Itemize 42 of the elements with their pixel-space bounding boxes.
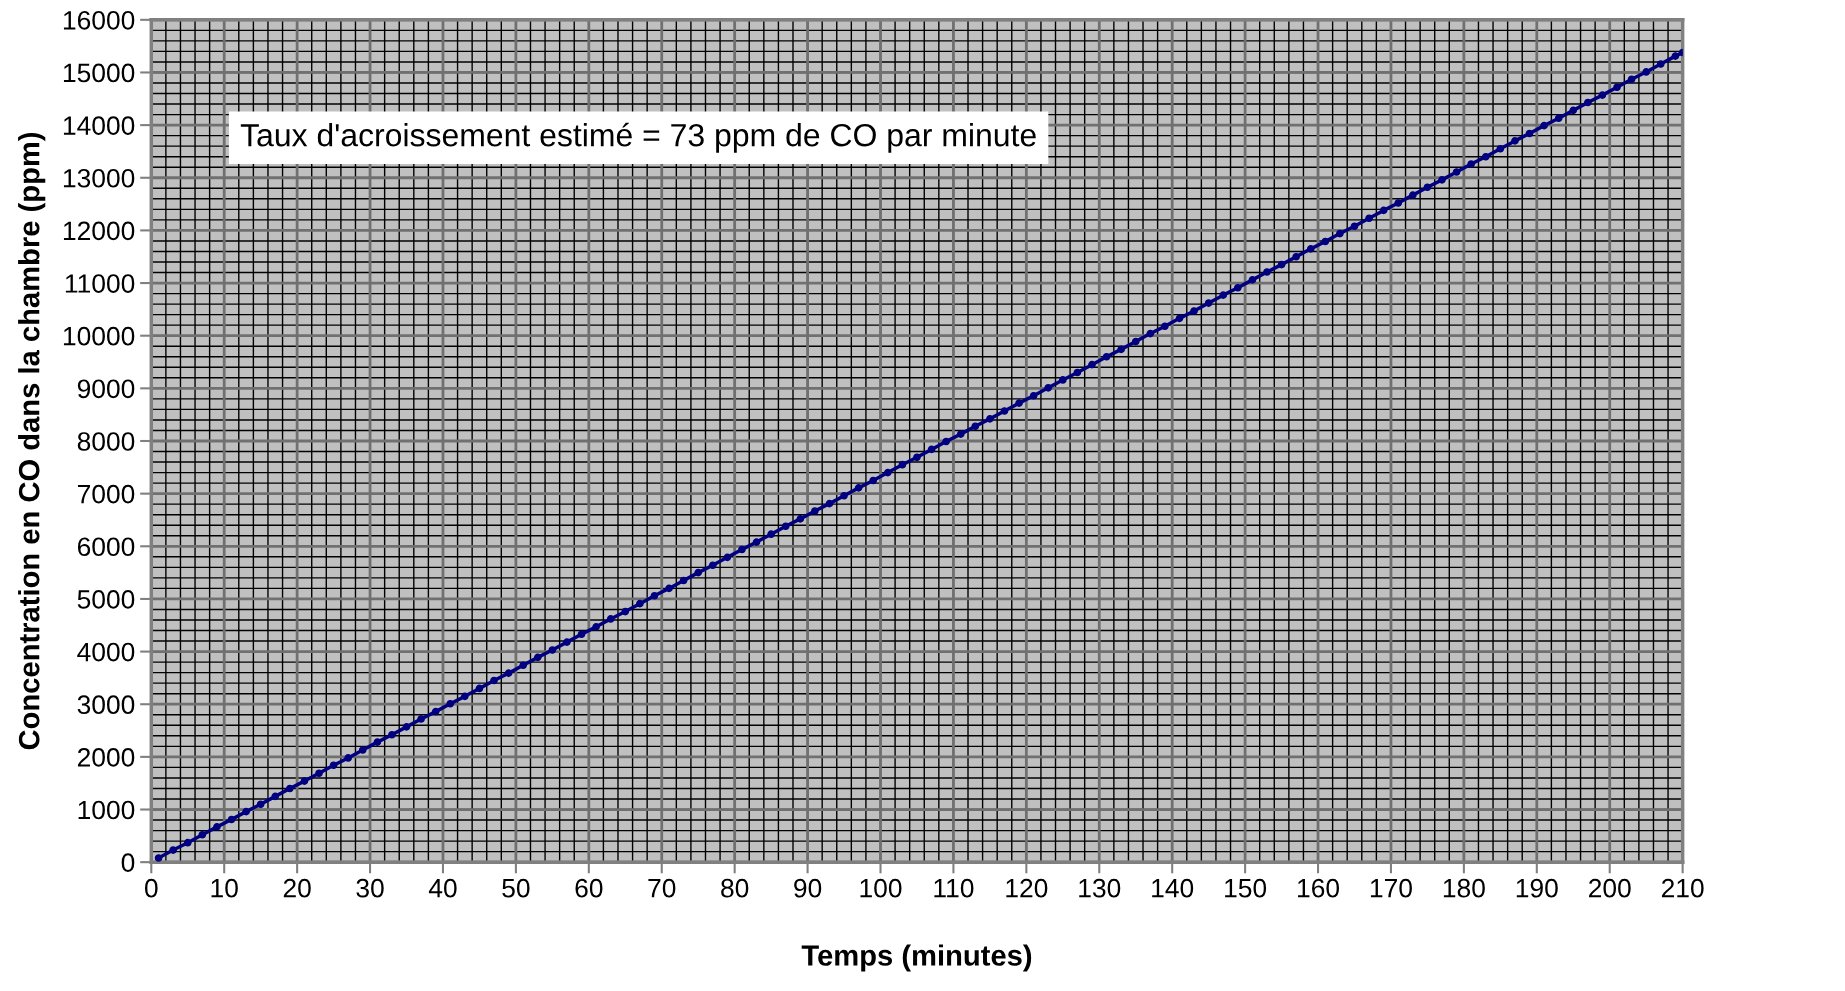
y-tick-label: 15000	[63, 63, 135, 83]
x-tick-label: 120	[1006, 878, 1048, 898]
y-tick-label: 12000	[63, 221, 135, 241]
x-tick-label: 160	[1298, 878, 1340, 898]
x-tick-label: 20	[283, 878, 311, 898]
x-tick-label: 30	[356, 878, 384, 898]
x-tick-label: 180	[1443, 878, 1485, 898]
y-tick-label: 6000	[77, 537, 135, 557]
x-tick-label: 50	[502, 878, 530, 898]
y-tick-label: 13000	[63, 168, 135, 188]
y-tick-label: 8000	[77, 432, 135, 451]
x-tick-label: 130	[1079, 878, 1121, 898]
y-tick-label: 9000	[77, 379, 135, 399]
x-axis-title: Temps (minutes)	[801, 944, 1032, 972]
y-axis-title: Concentration en CO dans la chambre (ppm)	[18, 132, 46, 750]
y-tick-label: 0	[121, 853, 135, 872]
x-tick-label: 170	[1370, 878, 1412, 898]
y-tick-label: 1000	[78, 800, 135, 820]
y-tick-label: 10000	[63, 326, 135, 346]
x-tick-label: 60	[575, 878, 603, 898]
x-tick-label: 0	[144, 878, 158, 898]
y-tick-label: 16000	[63, 10, 135, 30]
y-tick-label: 14000	[63, 116, 135, 135]
y-tick-label: 2000	[77, 748, 135, 767]
x-tick-label: 40	[428, 878, 457, 898]
y-tick-label: 3000	[77, 695, 135, 715]
y-tick-label: 5000	[77, 590, 135, 609]
y-tick-label: 11000	[65, 274, 135, 293]
y-tick-label: 4000	[77, 642, 135, 662]
x-tick-label: 150	[1225, 878, 1267, 898]
x-tick-label: 190	[1516, 878, 1558, 898]
x-tick-label: 80	[721, 878, 749, 898]
x-tick-label: 140	[1152, 878, 1194, 898]
x-tick-label: 70	[648, 878, 676, 898]
x-tick-label: 210	[1661, 878, 1704, 898]
x-tick-label: 200	[1589, 878, 1631, 898]
x-tick-label: 10	[211, 878, 238, 898]
x-tick-label: 90	[794, 878, 822, 898]
y-tick-label: 7000	[77, 484, 135, 504]
annotation: Taux d'acroissement estimé = 73 ppm de CO par minute	[240, 122, 1036, 153]
x-tick-label: 110	[934, 878, 974, 898]
x-tick-label: 100	[860, 878, 902, 898]
